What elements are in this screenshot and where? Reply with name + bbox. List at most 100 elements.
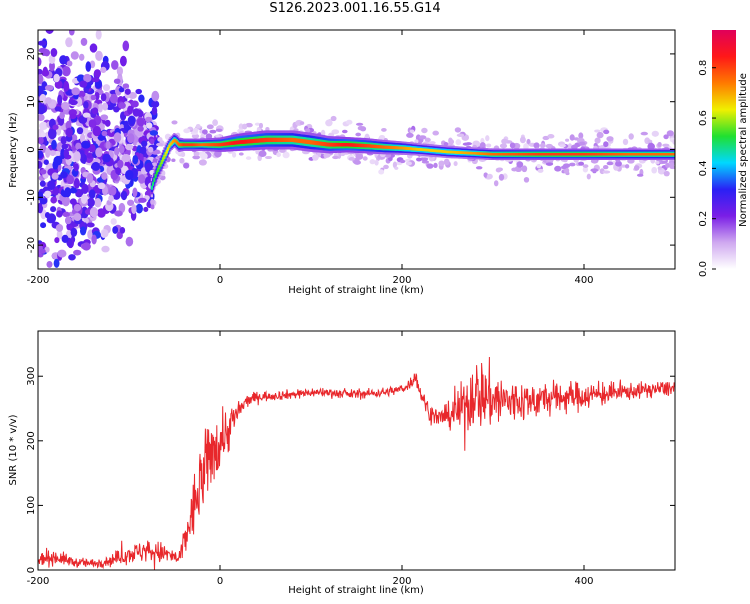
heatmap-cell [629,153,632,156]
spectrogram-y-ticks: -20 -10 0 10 20 [26,48,675,253]
heatmap-cell [545,153,548,156]
heatmap-cell [498,153,501,156]
heatmap-cell [60,171,68,179]
heatmap-cell [441,150,444,153]
heatmap-cell [69,113,77,120]
heatmap-cell [652,153,655,156]
heatmap-cell [581,153,584,156]
heatmap-cell [44,190,52,198]
heatmap-cell [64,187,72,198]
heatmap-cell [213,143,216,147]
heatmap-cell [128,92,137,99]
heatmap-cell [203,143,206,147]
heatmap-cell [45,30,54,35]
heatmap-cell [104,119,111,127]
heatmap-cell [53,73,60,83]
heatmap-cell [267,137,271,142]
heatmap-cell [200,152,208,160]
heatmap-cell [501,138,508,145]
heatmap-cell [446,150,449,154]
heatmap-cell [360,126,367,132]
heatmap-cell [663,170,670,177]
heatmap-cell [472,152,475,155]
heatmap-cell [251,139,254,144]
heatmap-cell [526,138,531,145]
heatmap-cell [421,160,430,164]
heatmap-cell [376,145,379,149]
heatmap-cell [125,143,134,151]
heatmap-cell [411,147,414,151]
heatmap-cell [206,124,214,130]
heatmap-cell [622,138,629,146]
heatmap-cell [276,152,281,158]
heatmap-cell [140,167,147,175]
snr-y-ticks: 0 100 200 300 [26,367,675,573]
heatmap-cell [518,153,521,156]
heatmap-cell [596,153,599,156]
heatmap-cell [563,153,566,156]
heatmap-cell [63,80,70,92]
heatmap-cell [223,142,226,146]
heatmap-cell [464,151,467,155]
heatmap-cell [79,226,87,236]
heatmap-cell [40,222,47,229]
heatmap-cell [487,152,490,156]
heatmap-cell [486,173,493,180]
heatmap-cell [544,153,547,156]
heatmap-cell [516,161,524,168]
heatmap-cell [271,137,274,142]
heatmap-cell [44,84,54,91]
heatmap-cell [331,129,340,135]
heatmap-cell [262,138,266,143]
heatmap-cell [176,141,180,146]
heatmap-cell [463,151,466,155]
heatmap-cell [669,162,675,169]
heatmap-cell [224,142,227,146]
heatmap-cell [667,153,670,156]
heatmap-cell [605,153,608,156]
heatmap-cell [637,153,641,156]
heatmap-cell [179,157,185,164]
heatmap-cell [571,153,574,156]
heatmap-cell [236,140,239,145]
heatmap-cell [409,129,415,133]
heatmap-cell [330,142,333,147]
heatmap-cell [63,148,70,159]
heatmap-cell [50,47,58,58]
heatmap-cell [452,150,455,154]
heatmap-cell [564,153,567,156]
heatmap-cell [316,141,319,146]
heatmap-cell [62,66,71,77]
heatmap-cell [533,142,540,149]
heatmap-cell [162,157,165,162]
heatmap-cell [146,122,153,129]
heatmap-cell [57,94,63,106]
snr-series-line [38,356,675,570]
heatmap-cell [433,162,438,169]
heatmap-cell [586,173,591,180]
heatmap-cell [169,142,172,146]
snr-plot-area [38,331,675,570]
heatmap-cell [65,216,72,225]
heatmap-cell [536,163,542,169]
heatmap-cell [323,153,331,158]
heatmap-cell [318,141,322,146]
heatmap-cell [548,153,551,156]
heatmap-cell [112,226,119,234]
heatmap-cell [183,162,190,169]
heatmap-cell [336,142,339,147]
heatmap-cell [662,143,670,147]
heatmap-cell [265,127,270,132]
heatmap-cell [325,119,333,127]
heatmap-cell [362,156,368,161]
heatmap-cell [39,121,48,131]
heatmap-cell [522,153,525,156]
heatmap-cell [242,139,246,144]
heatmap-cell [297,138,300,143]
heatmap-cell [475,152,479,155]
heatmap-cell [66,60,73,67]
heatmap-cell [118,202,126,214]
heatmap-cell [565,138,570,142]
heatmap-cell [199,143,202,147]
heatmap-cell [485,143,492,148]
